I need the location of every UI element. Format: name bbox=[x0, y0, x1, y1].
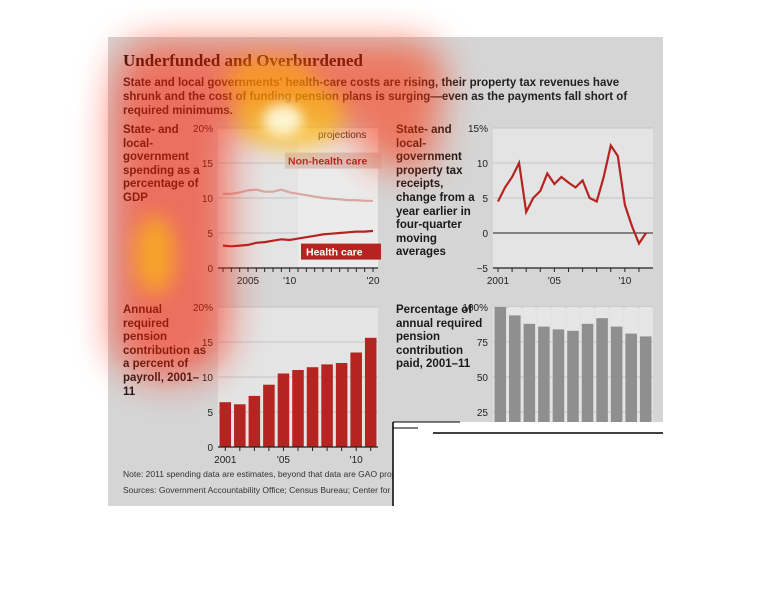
c1-annotation: projections bbox=[318, 130, 366, 141]
c1-ytick: 10 bbox=[202, 194, 214, 205]
c3-ytick: 5 bbox=[207, 408, 213, 419]
c3-ytick: 10 bbox=[202, 373, 214, 384]
c2-xtick: '10 bbox=[618, 276, 631, 287]
graphic-subtitle: State and local governments' health-care… bbox=[123, 77, 628, 117]
c1-label-box bbox=[301, 243, 381, 260]
c3-bar bbox=[350, 352, 362, 447]
c4-xtick: 2001 bbox=[489, 455, 512, 466]
c4-xtick: '05 bbox=[552, 455, 565, 466]
c1-ytick: 0 bbox=[207, 264, 213, 275]
c2-ytick: 5 bbox=[482, 194, 488, 205]
c2-series-line bbox=[497, 142, 647, 246]
c4-ytick: 25 bbox=[477, 408, 489, 419]
c3-bar bbox=[292, 370, 304, 447]
c1-xtick: '10 bbox=[283, 276, 296, 287]
c3-bar bbox=[263, 384, 275, 447]
c4-bar bbox=[639, 336, 652, 447]
c1-ytick: 5 bbox=[207, 229, 213, 240]
c1-ytick: 15 bbox=[202, 159, 214, 170]
footnote: Note: 2011 spending data are estimates, … bbox=[123, 469, 421, 479]
c4-xtick: '10 bbox=[625, 455, 638, 466]
c1-series-label: Non-health care bbox=[288, 156, 368, 168]
c3-bar bbox=[277, 373, 290, 447]
chart-health-spending: 20% 15 10 5 0 projections Non-health care Healt… bbox=[193, 124, 381, 287]
c1-series-line bbox=[222, 229, 374, 248]
c4-bar bbox=[538, 326, 550, 447]
sources-line: Sources: Government Accountability Offic… bbox=[123, 485, 543, 495]
c4-bar bbox=[610, 326, 623, 447]
c2-ytick: −5 bbox=[477, 264, 489, 275]
c2-ytick: 10 bbox=[477, 159, 489, 170]
c1-series-label: Health care bbox=[306, 247, 363, 259]
c4-ytick: 0 bbox=[482, 443, 488, 454]
c3-bar bbox=[321, 364, 333, 447]
graphic-title: Underfunded and Overburdened bbox=[123, 51, 363, 70]
graphic-panel: Underfunded and Overburdened State and l… bbox=[108, 37, 663, 506]
c4-bar bbox=[552, 329, 565, 447]
c4-ytick: 100% bbox=[462, 303, 488, 314]
c4-bar bbox=[523, 323, 536, 447]
c4-bar bbox=[509, 315, 521, 447]
c1-xtick: 2005 bbox=[237, 276, 260, 287]
c3-bar bbox=[306, 367, 319, 447]
c4-bar bbox=[567, 330, 579, 447]
c2-ytick: 0 bbox=[482, 229, 488, 240]
c1-xtick: '20 bbox=[366, 276, 379, 287]
publisher-credit: The Wall Street Journal bbox=[564, 485, 654, 495]
c3-bar bbox=[248, 395, 261, 447]
c1-ytick: 20% bbox=[193, 124, 213, 135]
c3-ytick: 0 bbox=[207, 443, 213, 454]
chart4-title: Percentage of annual required pension co… bbox=[396, 304, 483, 371]
c2-ytick: 15% bbox=[468, 124, 488, 135]
c1-series-line bbox=[223, 188, 373, 202]
c4-bar bbox=[596, 318, 608, 447]
c4-bar bbox=[625, 333, 637, 447]
c3-xtick: '05 bbox=[277, 455, 290, 466]
c2-xtick: '05 bbox=[548, 276, 561, 287]
c1-label-box bbox=[285, 152, 381, 169]
c3-bar bbox=[335, 363, 348, 447]
c3-bar bbox=[234, 404, 246, 447]
c4-bar bbox=[494, 307, 507, 447]
c3-xtick: 2001 bbox=[214, 455, 237, 466]
c3-xtick: '10 bbox=[350, 455, 363, 466]
c3-bar bbox=[219, 402, 232, 447]
c3-bar bbox=[364, 337, 377, 447]
c2-xtick: 2001 bbox=[487, 276, 510, 287]
c4-bar bbox=[581, 323, 594, 447]
c4-ytick: 50 bbox=[477, 373, 489, 384]
c3-ytick: 15 bbox=[202, 338, 214, 349]
c3-ytick: 20% bbox=[193, 303, 213, 314]
c4-ytick: 75 bbox=[477, 338, 489, 349]
